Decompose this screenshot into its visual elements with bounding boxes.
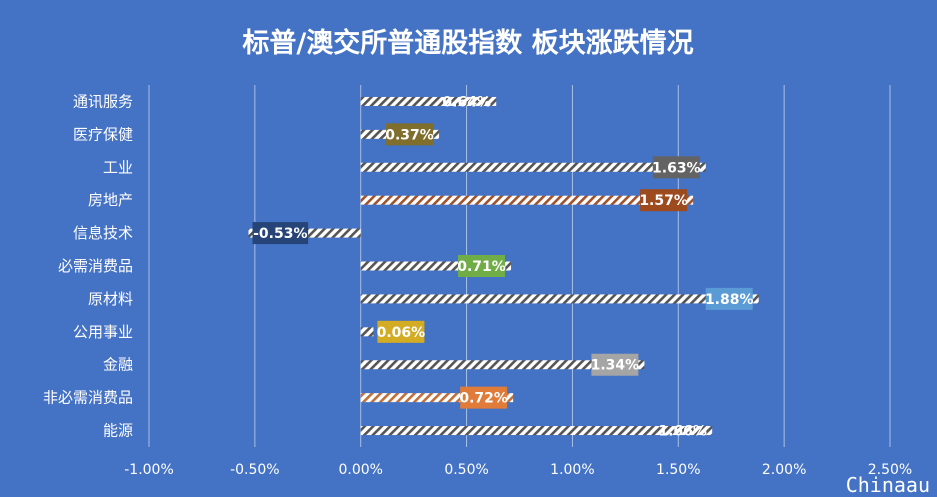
bar bbox=[360, 162, 706, 172]
bar bbox=[360, 327, 374, 337]
category-label: 原材料 bbox=[88, 290, 133, 308]
data-label: 1.88% bbox=[705, 292, 754, 308]
watermark: Chinaau bbox=[846, 473, 930, 497]
data-label-background bbox=[705, 287, 753, 310]
data-label-background bbox=[591, 353, 639, 376]
x-tick-label: -0.50% bbox=[230, 462, 280, 478]
data-label: 1.66% bbox=[658, 424, 707, 440]
data-label: 0.72% bbox=[459, 391, 508, 407]
data-label: 0.64% bbox=[442, 94, 491, 110]
x-tick-label: 2.00% bbox=[762, 462, 806, 478]
category-label: 能源 bbox=[103, 422, 133, 440]
data-label-background bbox=[377, 320, 425, 343]
bar bbox=[360, 360, 645, 370]
data-label: 1.63% bbox=[652, 160, 701, 176]
category-label: 信息技术 bbox=[73, 224, 133, 242]
x-tick-label: 2.50% bbox=[868, 462, 912, 478]
category-label: 金融 bbox=[103, 356, 133, 374]
x-axis-tick-labels: -1.00% -0.50% 0.00% 0.50% 1.00% 1.50% 2.00% 2.5… bbox=[124, 462, 912, 478]
category-label: 工业 bbox=[103, 158, 133, 176]
bar bbox=[360, 261, 512, 271]
data-label-background bbox=[252, 222, 309, 245]
data-label: 0.37% bbox=[385, 127, 434, 143]
x-tick-label: 0.00% bbox=[338, 462, 382, 478]
category-label: 非必需消费品 bbox=[43, 389, 133, 407]
data-labels: 0.64% 0.37% 1.63% 1.57% -0.53% 0.71% 1.88% 0.06… bbox=[252, 94, 754, 440]
bar bbox=[360, 393, 514, 403]
gridlines bbox=[148, 85, 891, 447]
x-tick-label: -1.00% bbox=[124, 462, 174, 478]
data-label-background bbox=[652, 156, 700, 179]
data-label: 0.06% bbox=[377, 325, 426, 341]
category-label: 房地产 bbox=[88, 191, 133, 209]
data-label-background bbox=[640, 189, 688, 212]
data-label: 1.34% bbox=[591, 358, 640, 374]
bar bbox=[360, 195, 694, 205]
category-label: 医疗保健 bbox=[73, 125, 133, 143]
data-label-background bbox=[386, 123, 434, 146]
data-label-background bbox=[460, 386, 508, 409]
category-label: 必需消费品 bbox=[58, 257, 133, 275]
bar bbox=[360, 294, 759, 304]
x-tick-label: 0.50% bbox=[444, 462, 488, 478]
category-label: 公用事业 bbox=[73, 323, 133, 341]
x-tick-label: 1.00% bbox=[550, 462, 594, 478]
category-label: 通讯服务 bbox=[73, 92, 133, 110]
data-label-background bbox=[458, 255, 506, 277]
x-tick-label: 1.50% bbox=[656, 462, 700, 478]
bar bbox=[360, 426, 713, 436]
data-label: -0.53% bbox=[253, 226, 307, 242]
data-label: 0.71% bbox=[457, 259, 506, 275]
bar bbox=[360, 96, 497, 106]
chart-title: 标普/澳交所普通股指数 板块涨跌情况 bbox=[242, 27, 693, 59]
data-label: 1.57% bbox=[639, 193, 688, 209]
